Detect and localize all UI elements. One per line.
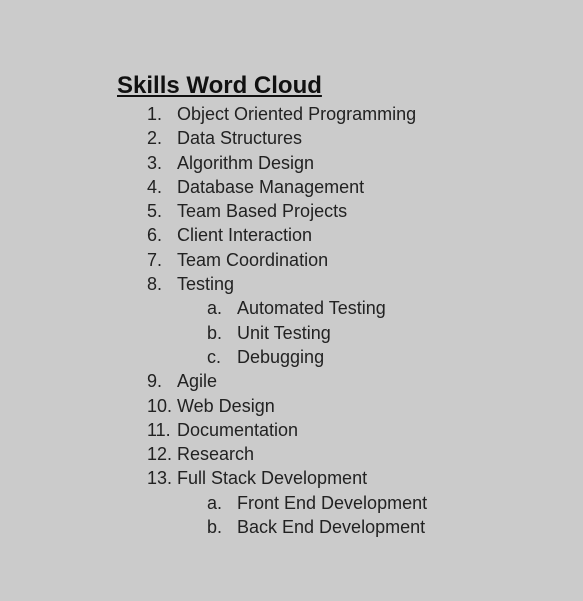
list-marker: 7. xyxy=(147,249,163,270)
list-item-text: Back End Development xyxy=(237,517,426,538)
list-marker: 2. xyxy=(147,128,163,149)
list-item-text: Full Stack Development xyxy=(177,468,368,489)
list-marker: b. xyxy=(207,517,223,538)
list-item-text: Debugging xyxy=(237,346,325,367)
list-item-text: Algorithm Design xyxy=(177,152,315,173)
list-item: 10. Web Design xyxy=(117,394,557,418)
page-title: Skills Word Cloud xyxy=(117,72,322,99)
list-item-text: Agile xyxy=(177,371,218,392)
list-item: 7. Team Coordination xyxy=(117,248,557,272)
list-item: 11. Documentation xyxy=(117,418,557,442)
list-marker: 6. xyxy=(147,225,163,246)
list-item-text: Team Based Projects xyxy=(177,201,348,222)
sub-list-item: a. Front End Development xyxy=(117,491,557,515)
list-item: 4. Database Management xyxy=(117,175,557,199)
list-marker: 8. xyxy=(147,274,163,295)
list-item-text: Client Interaction xyxy=(177,225,313,246)
list-marker: 13. xyxy=(147,468,173,489)
list-marker: 9. xyxy=(147,371,163,392)
list-item: 13. Full Stack Development xyxy=(117,466,557,490)
list-item: 2. Data Structures xyxy=(117,126,557,150)
sub-list-item: c. Debugging xyxy=(117,345,557,369)
list-item: 1. Object Oriented Programming xyxy=(117,102,557,126)
sub-list-item: b. Back End Development xyxy=(117,515,557,539)
list-marker: 3. xyxy=(147,152,163,173)
list-marker: 10. xyxy=(147,395,173,416)
list-marker: a. xyxy=(207,492,223,513)
list-marker: 5. xyxy=(147,201,163,222)
list-item-text: Automated Testing xyxy=(237,298,386,319)
list-item-text: Unit Testing xyxy=(237,322,331,343)
list-item-text: Front End Development xyxy=(237,492,428,513)
list-item-text: Team Coordination xyxy=(177,249,329,270)
list-item: 8. Testing xyxy=(117,272,557,296)
list-item-text: Research xyxy=(177,444,255,465)
list-item-text: Web Design xyxy=(177,395,275,416)
list-marker: 4. xyxy=(147,176,163,197)
list-marker: c. xyxy=(207,346,222,367)
sub-list-item: a. Automated Testing xyxy=(117,296,557,320)
list-item-text: Data Structures xyxy=(177,128,303,149)
list-item-text: Database Management xyxy=(177,176,365,197)
list-marker: b. xyxy=(207,322,223,343)
list-item: 12. Research xyxy=(117,442,557,466)
list-marker: 12. xyxy=(147,444,173,465)
list-marker: 1. xyxy=(147,104,163,124)
list-item: 5. Team Based Projects xyxy=(117,199,557,223)
list-item: 3. Algorithm Design xyxy=(117,151,557,175)
list-item-text: Documentation xyxy=(177,419,299,440)
list-item: 6. Client Interaction xyxy=(117,223,557,247)
list-marker: 11. xyxy=(147,419,171,440)
document: Skills Word Cloud 1. Object Oriented Prog… xyxy=(117,71,557,539)
skills-list: 1. Object Oriented Programming 2. Data Str… xyxy=(117,102,557,539)
list-marker: a. xyxy=(207,298,223,319)
sub-list-item: b. Unit Testing xyxy=(117,321,557,345)
list-item-text: Testing xyxy=(177,274,235,295)
list-item-text: Object Oriented Programming xyxy=(177,104,417,124)
list-item: 9. Agile xyxy=(117,369,557,393)
